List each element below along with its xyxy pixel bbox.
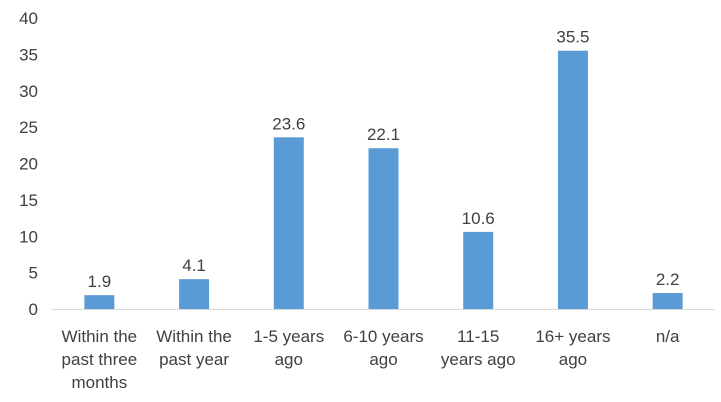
x-category-label-line: ago xyxy=(275,350,303,369)
bar xyxy=(179,279,210,309)
x-category-label-line: past year xyxy=(159,350,229,369)
y-tick-label: 40 xyxy=(19,9,38,28)
y-tick-label: 10 xyxy=(19,227,38,246)
x-category-label-line: 16+ years xyxy=(535,327,610,346)
y-tick-label: 5 xyxy=(29,264,38,283)
x-category-label: n/a xyxy=(656,327,680,346)
bar-value-label: 23.6 xyxy=(272,114,305,133)
x-category-label: Within the past year xyxy=(156,327,232,369)
x-axis-category-labels: Within the past three months Within the past… xyxy=(62,327,680,392)
x-category-label-line: 1-5 years xyxy=(253,327,324,346)
bar xyxy=(84,295,115,309)
x-category-label: 1-5 years ago xyxy=(253,327,324,369)
bar xyxy=(368,148,399,309)
y-tick-label: 0 xyxy=(29,300,38,319)
bar xyxy=(273,137,304,309)
y-tick-label: 30 xyxy=(19,82,38,101)
bar xyxy=(652,292,683,309)
x-category-label: 6-10 years ago xyxy=(343,327,423,369)
x-category-label-line: 11-15 xyxy=(457,327,499,346)
x-category-label-line: years ago xyxy=(441,350,516,369)
bar-value-label: 22.1 xyxy=(367,125,400,144)
x-category-label-line: 6-10 years xyxy=(343,327,423,346)
x-category-label-line: ago xyxy=(559,350,587,369)
y-axis-tick-labels: 0 5 10 15 20 25 30 35 40 xyxy=(19,9,38,319)
x-category-label-line: past three xyxy=(62,350,138,369)
x-category-label-line: months xyxy=(71,373,127,392)
bar xyxy=(557,50,588,310)
bar xyxy=(463,231,494,309)
x-category-label-line: n/a xyxy=(656,327,680,346)
x-category-label: 16+ years ago xyxy=(535,327,610,369)
bar-value-label: 4.1 xyxy=(182,256,206,275)
x-category-label: 11-15 years ago xyxy=(441,327,516,369)
bar-value-label: 1.9 xyxy=(88,272,112,291)
bars xyxy=(84,50,683,310)
bar-value-label: 35.5 xyxy=(556,28,589,47)
x-category-label-line: Within the xyxy=(156,327,232,346)
data-labels: 1.9 4.1 23.6 22.1 10.6 35.5 2.2 xyxy=(88,28,680,291)
bar-value-label: 2.2 xyxy=(656,270,680,289)
bar-value-label: 10.6 xyxy=(462,209,495,228)
y-tick-label: 15 xyxy=(19,191,38,210)
x-category-label-line: Within the xyxy=(62,327,138,346)
y-tick-label: 20 xyxy=(19,155,38,174)
x-category-label: Within the past three months xyxy=(62,327,138,392)
y-tick-label: 35 xyxy=(19,45,38,64)
x-category-label-line: ago xyxy=(369,350,397,369)
y-tick-label: 25 xyxy=(19,118,38,137)
